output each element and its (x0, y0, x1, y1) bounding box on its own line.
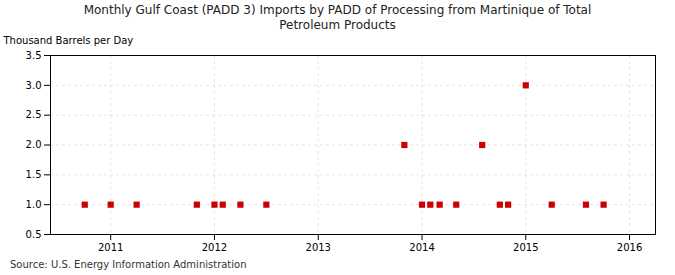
svg-text:2011: 2011 (98, 242, 123, 253)
svg-text:Thousand Barrels per Day: Thousand Barrels per Day (3, 35, 134, 46)
svg-text:0.5: 0.5 (26, 229, 42, 240)
svg-text:3.5: 3.5 (26, 50, 42, 61)
svg-text:2013: 2013 (306, 242, 331, 253)
svg-text:2015: 2015 (513, 242, 538, 253)
svg-text:3.0: 3.0 (26, 80, 42, 91)
svg-text:2014: 2014 (409, 242, 434, 253)
html-text:Source: U.S. Energy Informatio: Source: U.S. Energy Information Administ… (10, 259, 247, 270)
svg-text:2016: 2016 (617, 242, 642, 253)
svg-text:2.5: 2.5 (26, 109, 42, 120)
svg-text:2.0: 2.0 (26, 139, 42, 150)
svg-text:2012: 2012 (202, 242, 227, 253)
svg-text:1.5: 1.5 (26, 169, 42, 180)
html-text:Monthly Gulf Coast (PADD 3) Im: Monthly Gulf Coast (PADD 3) Imports by P… (83, 3, 592, 32)
svg-text:1.0: 1.0 (26, 199, 42, 210)
